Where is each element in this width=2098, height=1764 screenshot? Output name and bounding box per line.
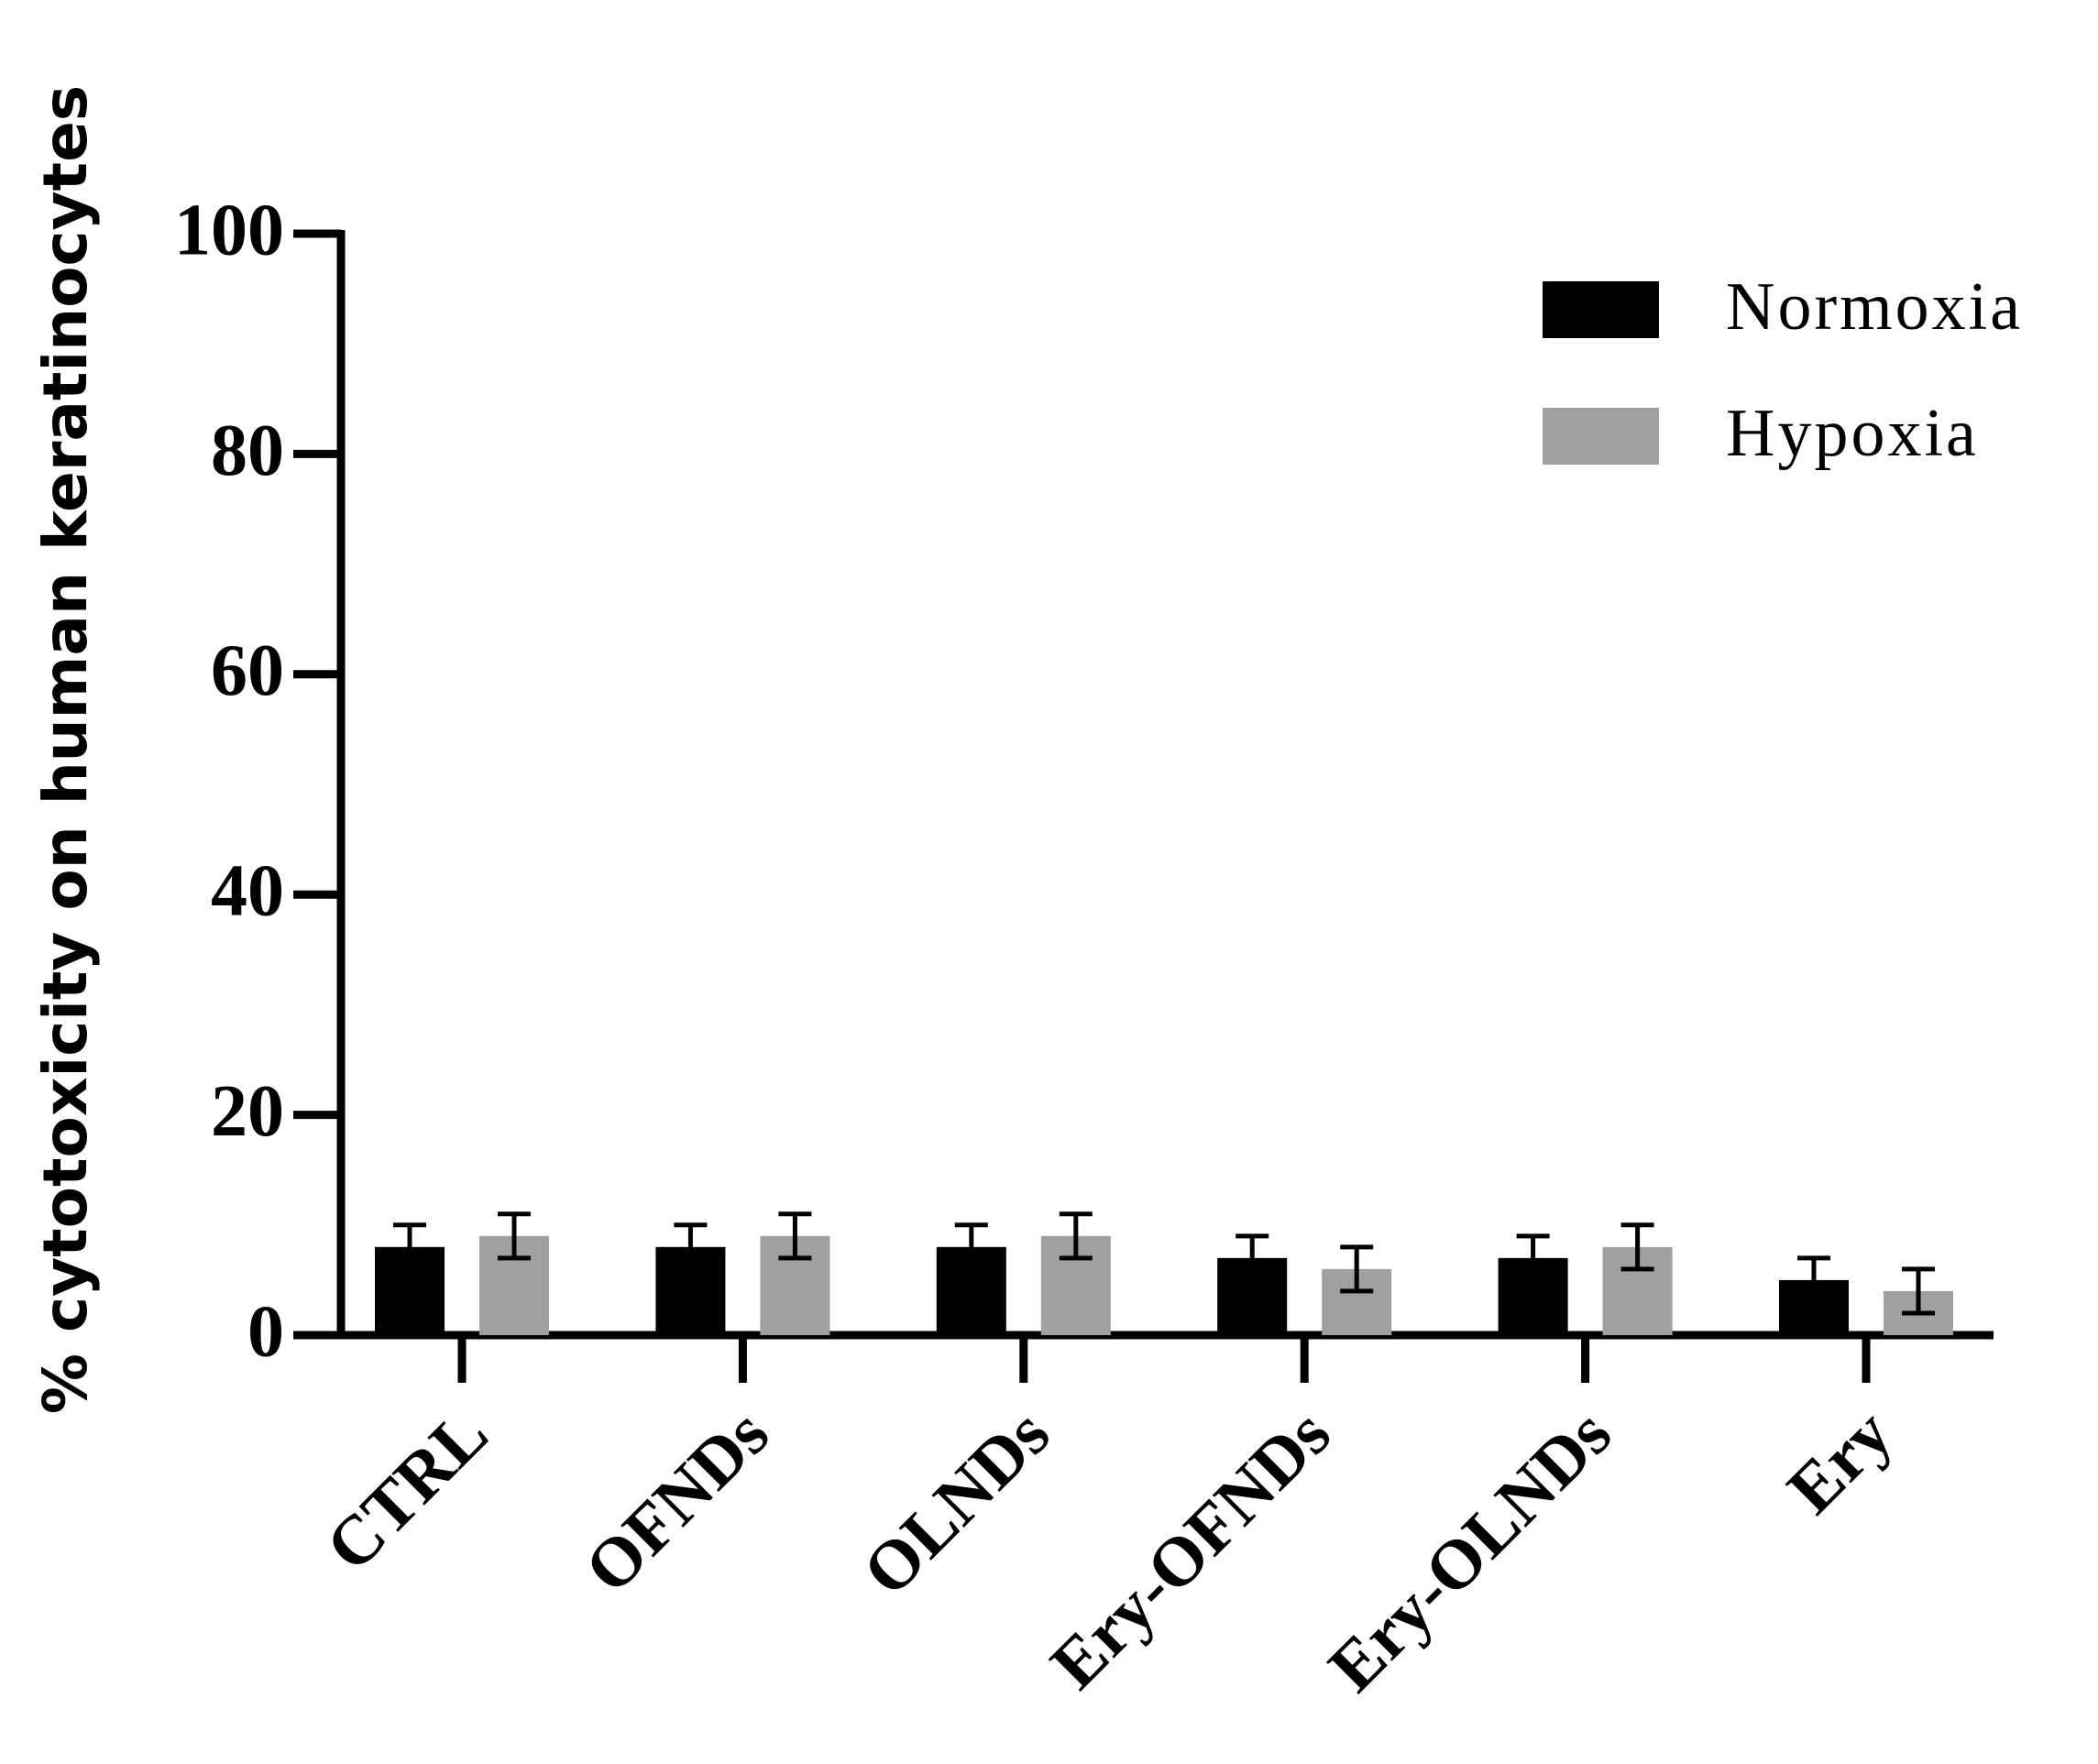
error-bar — [1340, 1244, 1374, 1294]
y-tick-label: 60 — [211, 630, 284, 711]
y-tick-label: 40 — [211, 851, 284, 932]
x-tick-label: Ery-OLNDs — [1314, 1395, 1626, 1706]
error-bar — [778, 1211, 812, 1261]
legend-label: Hypoxia — [1726, 396, 1979, 471]
x-tick-label: CTRL — [312, 1395, 503, 1586]
error-bar — [1516, 1233, 1550, 1283]
error-bar — [1236, 1233, 1269, 1283]
legend-swatch — [1543, 281, 1659, 338]
error-bar — [1620, 1222, 1654, 1272]
error-bar — [674, 1222, 708, 1272]
legend-swatch — [1543, 408, 1659, 465]
y-tick-label: 80 — [211, 411, 284, 491]
x-tick-label: OFNDs — [570, 1395, 784, 1608]
x-tick-label: OLNDs — [849, 1395, 1065, 1611]
error-bar — [498, 1211, 531, 1261]
error-bar — [954, 1222, 988, 1272]
error-bar — [1059, 1211, 1093, 1261]
y-tick-label: 100 — [174, 190, 284, 270]
y-tick-label: 0 — [247, 1291, 284, 1372]
y-tick-label: 20 — [211, 1071, 284, 1152]
x-tick-label: Ery — [1773, 1395, 1906, 1528]
x-tick-label: Ery-OFNDs — [1037, 1395, 1346, 1704]
error-bar — [1797, 1255, 1830, 1305]
legend-label: Normoxia — [1726, 269, 2023, 345]
error-bar — [393, 1222, 426, 1272]
error-bar — [1902, 1266, 1935, 1316]
y-axis-label: % cytotoxicity on human keratinocytes — [30, 85, 101, 1414]
